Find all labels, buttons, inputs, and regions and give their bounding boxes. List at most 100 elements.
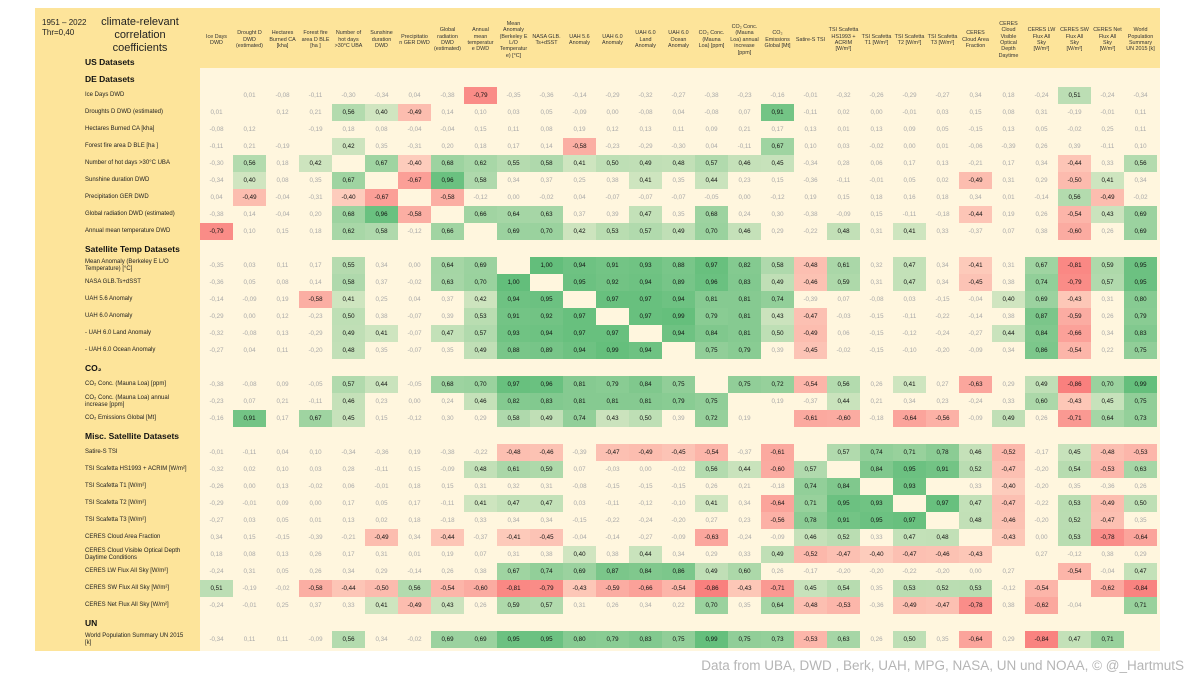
heatmap-cell: 0,00 [969, 568, 982, 575]
heatmap-cell: 0,29 [375, 568, 388, 575]
heatmap-cell: -0,20 [671, 517, 686, 524]
row-label: TSI Scafetta T2 [W/m²] [85, 500, 146, 506]
heatmap-cell: 0,63 [530, 206, 563, 223]
heatmap-cell: 0,17 [903, 160, 916, 167]
heatmap-cell: 0,51 [1058, 87, 1091, 104]
heatmap-cell: -0,21 [341, 534, 356, 541]
heatmap-cell: -0,20 [836, 568, 851, 575]
heatmap-cell: 0,13 [342, 517, 355, 524]
heatmap-cell: -0,43 [959, 546, 992, 563]
heatmap-cell: 0,04 [408, 92, 421, 99]
heatmap-cell: -0,20 [308, 347, 323, 354]
heatmap-cell: -0,24 [209, 602, 224, 609]
heatmap-cell: -0,10 [671, 500, 686, 507]
heatmap-cell: 0,27 [705, 517, 718, 524]
heatmap-cell: 0,15 [870, 211, 883, 218]
heatmap-cell: 0,13 [276, 551, 289, 558]
heatmap-cell: 0,95 [497, 631, 530, 648]
row-label: Annual mean temperature DWD [85, 228, 171, 234]
heatmap-cell: 0,09 [276, 381, 289, 388]
heatmap-cell: 0,61 [827, 257, 860, 274]
heatmap-cell: 0,46 [794, 529, 827, 546]
heatmap-cell: -0,30 [671, 143, 686, 150]
heatmap-cell: -0,39 [1001, 143, 1016, 150]
heatmap-cell: 0,12 [276, 313, 289, 320]
heatmap-cell: -0,47 [827, 546, 860, 563]
heatmap-cell: 0,57 [695, 155, 728, 172]
heatmap-cell: 0,26 [1101, 228, 1114, 235]
heatmap-cell: 0,01 [936, 143, 949, 150]
heatmap-cell: -0,29 [209, 313, 224, 320]
heatmap-cell: 0,89 [530, 342, 563, 359]
heatmap-cell: 0,31 [870, 279, 883, 286]
heatmap-cell: 0,19 [276, 296, 289, 303]
heatmap-cell: 0,26 [474, 602, 487, 609]
heatmap-cell: -0,20 [1034, 517, 1049, 524]
heatmap-cell: -0,15 [671, 483, 686, 490]
heatmap-cell: 0,26 [870, 636, 883, 643]
heatmap-cell [596, 308, 629, 325]
heatmap-cell: -0,44 [959, 206, 992, 223]
heatmap-cell [233, 104, 266, 121]
heatmap-cell: 0,49 [992, 410, 1025, 427]
heatmap-cell: -0,17 [803, 568, 818, 575]
heatmap-cell: 0,67 [332, 172, 365, 189]
heatmap-cell: -0,03 [836, 313, 851, 320]
heatmap-cell: 0,04 [408, 296, 421, 303]
heatmap-cell: 0,26 [870, 381, 883, 388]
heatmap-cell: -0,11 [440, 500, 455, 507]
column-header: Sunshine duration DWD [370, 30, 393, 50]
source-credit: Data from UBA, DWD , Berk, UAH, MPG, NAS… [701, 658, 1184, 673]
heatmap-cell: -0,23 [605, 143, 620, 150]
heatmap-cell: 0,49 [629, 155, 662, 172]
heatmap-cell: 0,34 [408, 534, 421, 541]
heatmap-cell: 0,02 [837, 109, 850, 116]
heatmap-cell: 0,78 [794, 512, 827, 529]
heatmap-cell: 0,99 [1124, 376, 1157, 393]
heatmap-cell: -0,47 [992, 495, 1025, 512]
heatmap-cell: -0,01 [242, 602, 257, 609]
heatmap-cell: -0,40 [398, 155, 431, 172]
heatmap-cell [893, 495, 926, 512]
heatmap-cell: -0,18 [869, 415, 884, 422]
heatmap-cell: -0,39 [308, 534, 323, 541]
heatmap-cell: 0,99 [695, 631, 728, 648]
heatmap-cell: 0,13 [936, 160, 949, 167]
column-header: Satire-S TSI [795, 36, 826, 43]
heatmap-cell: -0,34 [209, 177, 224, 184]
heatmap-cell: 0,91 [827, 512, 860, 529]
heatmap-cell [1091, 597, 1124, 614]
heatmap-cell: -0,56 [761, 512, 794, 529]
heatmap-cell: 0,15 [969, 109, 982, 116]
heatmap-cell: -0,12 [1067, 551, 1082, 558]
heatmap-cell: 0,94 [662, 291, 695, 308]
heatmap-cell: 0,12 [243, 126, 256, 133]
heatmap-cell: 0,31 [1035, 109, 1048, 116]
heatmap-cell: 0,47 [1058, 631, 1091, 648]
heatmap-cell: -0,08 [869, 296, 884, 303]
heatmap-cell: 0,83 [728, 274, 761, 291]
heatmap-cell: 0,34 [936, 262, 949, 269]
heatmap-cell: 0,80 [1124, 291, 1157, 308]
heatmap-cell: 0,83 [530, 393, 563, 410]
heatmap-cell: -0,09 [968, 415, 983, 422]
heatmap-cell: 0,18 [276, 160, 289, 167]
heatmap-cell: 0,70 [695, 597, 728, 614]
heatmap-cell: 0,25 [375, 296, 388, 303]
heatmap-cell: -0,43 [1058, 393, 1091, 410]
heatmap-cell: -0,24 [1034, 92, 1049, 99]
heatmap-cell: 0,52 [827, 529, 860, 546]
heatmap-cell: -0,12 [407, 228, 422, 235]
heatmap-cell: 0,10 [804, 143, 817, 150]
heatmap-cell [827, 461, 860, 478]
row-label: - UAH 6.0 Ocean Anomaly [85, 347, 156, 353]
heatmap-cell: 0,14 [309, 279, 322, 286]
heatmap-cell: -0,05 [407, 381, 422, 388]
heatmap-cell: -0,04 [440, 126, 455, 133]
heatmap-cell: -0,01 [209, 449, 224, 456]
heatmap-cell: 0,49 [464, 342, 497, 359]
heatmap-cell: 0,26 [1035, 143, 1048, 150]
heatmap-cell: -0,36 [869, 602, 884, 609]
heatmap-cell: 0,23 [936, 398, 949, 405]
group-label: UN [85, 617, 98, 628]
